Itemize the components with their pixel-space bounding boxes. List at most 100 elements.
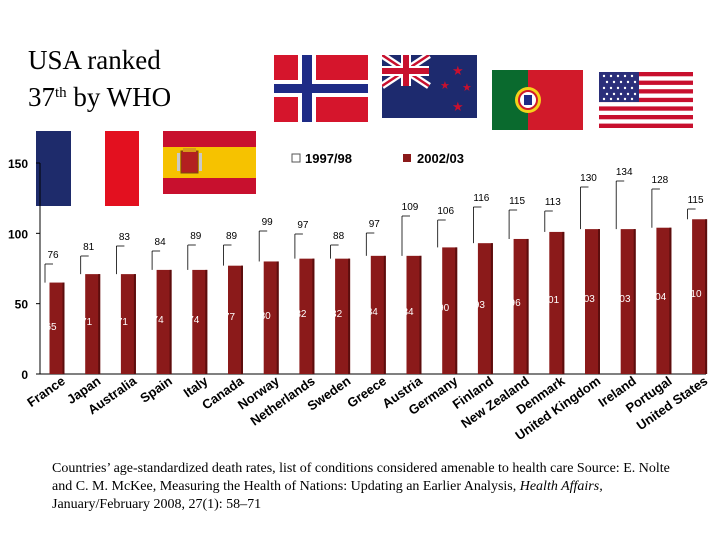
y-tick-label: 150 (8, 157, 28, 171)
data-label-1997: 76 (47, 250, 59, 261)
bar-2002 (549, 231, 565, 374)
bar-2002-shade (598, 229, 600, 374)
data-label-2002: 71 (81, 317, 93, 328)
data-label-1997: 81 (83, 242, 95, 253)
data-label-2002: 103 (578, 294, 595, 305)
category-label: Spain (137, 373, 175, 406)
data-label-1997: 89 (190, 231, 202, 242)
category-label: Greece (344, 373, 389, 411)
data-label-2002: 65 (45, 322, 57, 333)
bar-2002 (513, 238, 529, 374)
data-label-2002: 90 (438, 303, 450, 314)
data-label-1997: 106 (437, 206, 454, 217)
bar-2002 (156, 269, 172, 374)
data-label-2002: 74 (188, 315, 200, 326)
bar-2002 (85, 274, 101, 374)
bar-2002-shade (705, 219, 708, 374)
bar-2002 (192, 269, 208, 374)
bar-2002 (120, 274, 136, 374)
bar-2002 (585, 229, 600, 374)
legend-label-2002: 2002/03 (417, 151, 464, 166)
norway-flag (274, 55, 368, 122)
bar-2002-shade (312, 258, 315, 374)
data-label-2002: 110 (686, 289, 702, 300)
bar-2002 (263, 261, 279, 374)
usa-flag (599, 72, 693, 128)
bar-2002-shade (455, 247, 458, 374)
bar-2002-shade (169, 269, 172, 374)
data-label-1997: 88 (333, 231, 345, 242)
bar-2002-shade (490, 243, 493, 374)
y-tick-label: 100 (8, 227, 28, 241)
source-caption: Countries’ age-standardized death rates,… (52, 461, 670, 512)
legend-swatch-2002 (403, 154, 411, 162)
bar-2002 (228, 265, 243, 374)
bar-2002-shade (276, 261, 279, 374)
data-label-1997: 128 (652, 175, 669, 186)
portugal-flag (492, 70, 583, 130)
bar-2002-shade (633, 229, 636, 374)
bar-2002 (49, 282, 65, 374)
data-label-1997: 97 (297, 220, 309, 231)
data-label-2002: 101 (542, 295, 559, 306)
svg-text:★: ★ (452, 64, 464, 79)
data-label-1997: 130 (580, 173, 597, 184)
data-label-2002: 93 (474, 300, 486, 311)
bar-2002 (477, 243, 493, 374)
data-label-2002: 84 (402, 307, 414, 318)
bar-2002 (692, 219, 708, 374)
data-label-1997: 99 (262, 217, 274, 228)
france-flag (36, 131, 139, 206)
data-label-1997: 115 (688, 195, 704, 206)
title-line-1: USA ranked (28, 45, 161, 75)
bar-2002 (442, 247, 458, 374)
bar-2002 (656, 227, 672, 374)
data-label-1997: 97 (369, 219, 381, 230)
svg-text:★: ★ (452, 100, 464, 115)
title-line-2: 37th by WHO (28, 82, 172, 112)
data-label-2002: 77 (224, 312, 236, 323)
bar-2002 (620, 229, 636, 374)
bar-2002 (299, 258, 315, 374)
data-label-2002: 71 (117, 317, 129, 328)
data-label-2002: 74 (153, 315, 165, 326)
data-label-1997: 116 (473, 193, 489, 204)
data-label-2002: 84 (367, 307, 379, 318)
data-label-1997: 109 (402, 202, 419, 213)
legend-swatch-1997 (291, 153, 301, 163)
data-label-1997: 84 (155, 237, 167, 248)
y-tick-label: 0 (21, 368, 28, 382)
y-tick-label: 50 (15, 298, 29, 312)
svg-text:★: ★ (462, 81, 472, 94)
bar-2002-shade (205, 269, 208, 374)
data-label-1997: 134 (616, 167, 633, 178)
data-label-1997: 115 (509, 196, 525, 207)
data-label-2002: 96 (510, 298, 522, 309)
data-label-1997: 89 (226, 231, 238, 242)
bar-2002-shade (98, 274, 101, 374)
data-label-2002: 82 (295, 309, 307, 320)
data-label-2002: 104 (650, 292, 667, 303)
data-label-2002: 80 (260, 311, 272, 322)
category-label: France (24, 373, 68, 410)
data-label-2002: 103 (614, 294, 631, 305)
data-label-2002: 82 (331, 309, 343, 320)
data-label-1997: 83 (119, 232, 131, 243)
bar-2002-shade (348, 258, 351, 374)
svg-text:★: ★ (440, 79, 450, 92)
bar-2002-shade (419, 255, 422, 374)
bar-2002-shade (526, 238, 529, 374)
data-label-1997: 113 (545, 197, 561, 208)
bar-2002-shade (62, 282, 65, 374)
new-zealand-flag: ★ ★ ★ ★ (382, 55, 477, 118)
spain-flag (163, 131, 256, 194)
bar-2002-shade (669, 227, 672, 374)
bar-2002 (370, 255, 386, 374)
bar-2002-shade (562, 231, 565, 374)
bar-2002-shade (383, 255, 386, 374)
slide-title: USA ranked 37th by WHO (28, 44, 171, 114)
legend-label-1997: 1997/98 (305, 151, 352, 166)
journal-name: Health Affairs, (519, 479, 603, 494)
bar-2002 (335, 258, 351, 374)
